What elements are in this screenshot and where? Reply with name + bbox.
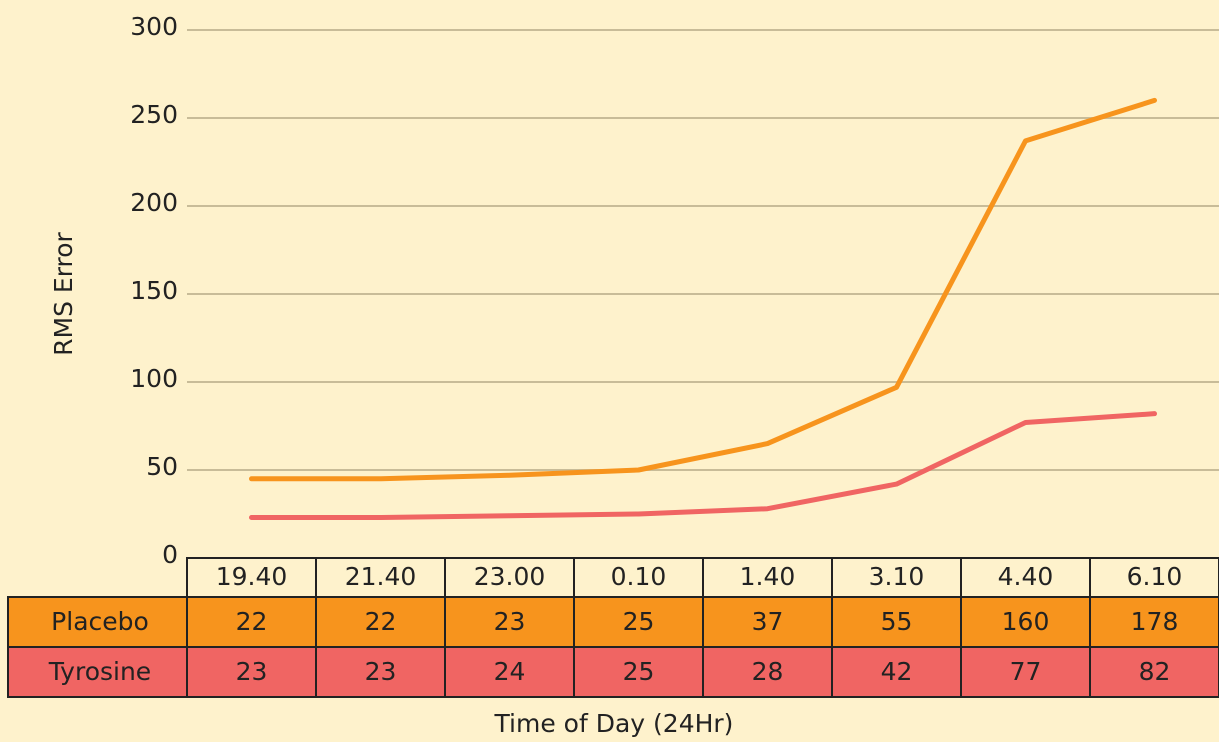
table-value: 25 [623, 657, 655, 686]
y-tick-label: 100 [130, 364, 178, 393]
x-tick-label: 1.40 [740, 562, 796, 591]
table-value: 77 [1010, 657, 1042, 686]
x-tick-label: 3.10 [869, 562, 925, 591]
table-value: 23 [494, 607, 526, 636]
x-tick-label: 6.10 [1127, 562, 1183, 591]
table-value: 22 [236, 607, 268, 636]
legend-label: Placebo [51, 607, 149, 636]
table-value: 42 [881, 657, 913, 686]
x-tick-label: 4.40 [998, 562, 1054, 591]
line [249, 97, 1157, 482]
table-value: 37 [752, 607, 784, 636]
y-axis-label: RMS Error [49, 231, 78, 355]
table-value: 160 [1002, 607, 1050, 636]
y-tick-label: 250 [130, 100, 178, 129]
line [249, 411, 1157, 521]
table-value: 25 [623, 607, 655, 636]
x-axis-label: Time of Day (24Hr) [494, 709, 734, 738]
table-value: 23 [365, 657, 397, 686]
table-value: 28 [752, 657, 784, 686]
table-value: 82 [1139, 657, 1171, 686]
table-value: 24 [494, 657, 526, 686]
table-value: 178 [1131, 607, 1179, 636]
x-tick-label: 23.00 [474, 562, 546, 591]
x-tick-label: 19.40 [216, 562, 288, 591]
y-tick-label: 300 [130, 12, 178, 41]
table-value: 23 [236, 657, 268, 686]
y-tick-label: 0 [162, 540, 178, 569]
table-value: 55 [881, 607, 913, 636]
legend-label: Tyrosine [48, 657, 151, 686]
table-row [7, 596, 1219, 648]
y-tick-label: 150 [130, 276, 178, 305]
table-value: 22 [365, 607, 397, 636]
x-tick-label: 21.40 [345, 562, 417, 591]
y-tick-label: 200 [130, 188, 178, 217]
table-row [7, 646, 1219, 698]
x-tick-label: 0.10 [611, 562, 667, 591]
y-tick-label: 50 [146, 452, 178, 481]
